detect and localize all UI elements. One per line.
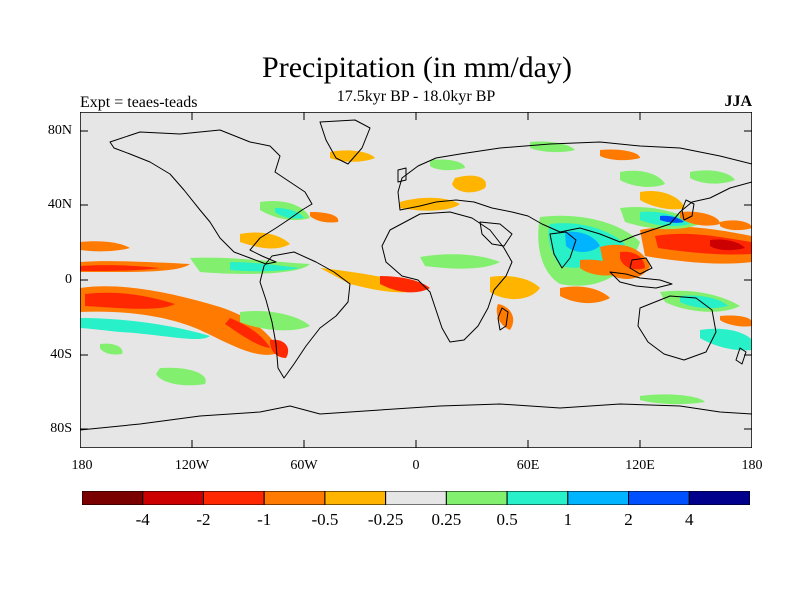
colorbar-box — [202, 491, 265, 505]
colorbar-box — [82, 491, 144, 505]
contour-australia-east-cyan — [680, 295, 728, 309]
coast-antarctica — [80, 403, 752, 431]
colorbar-label: 2 — [624, 510, 633, 529]
colorbar-label: -4 — [135, 510, 150, 529]
contour-gulf-stream-cyan — [275, 208, 304, 219]
contour-southern-ocean-wet — [156, 367, 206, 386]
contour-east-siberia-dry — [600, 149, 640, 161]
season-label: JJA — [724, 93, 752, 110]
colorbar-label: -1 — [257, 510, 272, 529]
coast-new-zealand — [735, 347, 747, 365]
contour-north-pacific-wet — [690, 170, 735, 184]
contour-south-indian-dry — [560, 286, 610, 304]
lon-label-60w: 60W — [290, 458, 318, 473]
colorbar-label: 4 — [685, 510, 694, 529]
lon-label-180e: 180 — [741, 458, 763, 473]
anomaly-contours — [80, 141, 752, 405]
contour-south-pacific-cyan — [700, 328, 752, 351]
coast-arabia — [479, 221, 513, 247]
contour-drake-wet — [100, 343, 123, 355]
contour-east-africa — [490, 276, 540, 300]
coast-greenland — [319, 119, 371, 165]
contour-east-pacific-cyan — [230, 262, 300, 272]
contour-pacific-north — [80, 241, 130, 252]
coast-south-america — [259, 251, 351, 379]
colorbar-box — [445, 491, 508, 505]
colorbar-label: -0.5 — [311, 510, 339, 529]
coast-india — [549, 231, 577, 269]
colorbar-box — [142, 491, 204, 505]
colorbar-box — [385, 491, 447, 505]
lat-label-80n: 80N — [47, 123, 72, 138]
contour-chile-dry — [270, 339, 289, 358]
contour-arctic-dry — [330, 150, 375, 162]
coast-africa — [381, 211, 513, 343]
contour-arabia-dry — [452, 175, 486, 193]
coast-madagascar — [497, 307, 509, 331]
experiment-label: Expt = teaes-teads — [80, 94, 198, 111]
contour-east-asia-wet — [620, 170, 665, 187]
contour-west-pacific-blue — [660, 215, 684, 223]
lon-label-60e: 60E — [516, 458, 540, 473]
contour-south-atlantic-wet — [640, 394, 705, 405]
colorbar-label: -0.25 — [367, 510, 404, 529]
contour-sahel-wet — [420, 254, 500, 269]
lon-label-0: 0 — [412, 458, 420, 473]
tick-marks — [80, 112, 752, 448]
colorbar-label: 0.25 — [431, 510, 462, 529]
chart-subtitle: 17.5kyr BP - 18.0kyr BP — [336, 88, 496, 105]
contour-spcz-wet — [80, 318, 210, 340]
coast-indonesia — [609, 271, 673, 289]
contour-north-atlantic-dry — [310, 212, 339, 223]
colorbar-label: 1 — [563, 510, 573, 529]
colorbar-box — [688, 491, 750, 505]
coast-borneo — [629, 257, 653, 275]
coast-british-isles — [397, 167, 407, 183]
contour-north-pacific-dry — [720, 220, 752, 231]
contour-central-america — [240, 232, 290, 249]
colorbar-box — [567, 491, 630, 505]
contour-europe-wet — [430, 159, 465, 171]
contour-kuroshio-dry — [640, 190, 685, 210]
contour-gulf-guinea — [380, 276, 430, 293]
lat-label-40n: 40N — [47, 197, 72, 212]
lon-label-180w: 180 — [71, 458, 93, 473]
colorbar-box — [263, 491, 326, 505]
precipitation-map — [80, 112, 752, 448]
lon-label-120e: 120E — [625, 458, 655, 473]
lat-label-40s: 40S — [50, 347, 72, 362]
colorbar-box — [324, 491, 387, 505]
colorbar-box — [628, 491, 690, 505]
colorbar — [82, 491, 750, 505]
lat-label-80s: 80S — [50, 421, 72, 436]
contour-west-pacific-dark — [710, 239, 745, 251]
coast-europe-asia — [397, 141, 752, 243]
contour-south-pacific-dry — [720, 315, 752, 327]
contour-maritime-core — [620, 251, 645, 270]
lon-label-120w: 120W — [174, 458, 210, 473]
coast-north-america — [109, 129, 313, 265]
chart-title: Precipitation (in mm/day) — [262, 51, 572, 84]
contour-spcz-tail — [225, 318, 270, 348]
coast-australia — [637, 295, 717, 361]
colorbar-label: -2 — [196, 510, 211, 529]
coastlines — [80, 119, 752, 431]
contour-itcz-core — [80, 265, 160, 271]
colorbar-box — [506, 491, 569, 505]
coast-japan — [681, 199, 695, 221]
contour-spcz-core — [85, 292, 175, 309]
contour-japan-dry — [680, 211, 720, 226]
colorbar-label: 0.5 — [496, 510, 518, 529]
contour-siberia-wet — [530, 141, 575, 153]
contour-south-america-wet — [240, 310, 310, 331]
lat-label-0: 0 — [65, 272, 72, 287]
